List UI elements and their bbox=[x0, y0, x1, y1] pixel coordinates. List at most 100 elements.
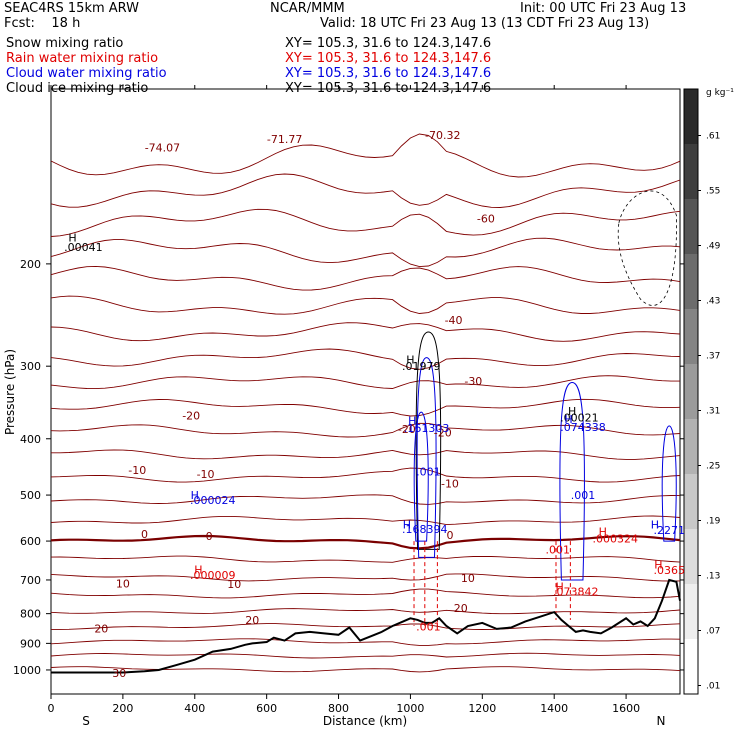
maximum-label: .001 bbox=[546, 543, 571, 556]
maximum-label: .168394 bbox=[402, 523, 448, 536]
contour-label: 20 bbox=[245, 614, 259, 627]
contour-label: -10 bbox=[197, 468, 215, 481]
colorbar-swatch bbox=[684, 254, 698, 309]
x-tick-label: 1000 bbox=[396, 702, 424, 715]
contour-label: 0 bbox=[141, 528, 148, 541]
maximum-label: H bbox=[564, 413, 572, 426]
maximum-label: .000024 bbox=[190, 494, 236, 507]
x-tick-label: 0 bbox=[48, 702, 55, 715]
contour-label: -40 bbox=[445, 314, 463, 327]
y-tick-label: 800 bbox=[20, 608, 41, 621]
maximum-label: H bbox=[651, 519, 659, 532]
field-cloudwater-xy: XY= 105.3, 31.6 to 124.3,147.6 bbox=[285, 66, 492, 81]
maximum-label: H bbox=[408, 414, 416, 427]
colorbar-swatch bbox=[684, 584, 698, 639]
contour-label: -10 bbox=[441, 478, 459, 491]
isotherm-contour bbox=[51, 449, 681, 460]
x-tick-label: 1200 bbox=[468, 702, 496, 715]
contour-label: -20 bbox=[182, 410, 200, 423]
isotherm-contour bbox=[50, 494, 681, 505]
isotherm-contour bbox=[50, 588, 681, 599]
field-snow-xy: XY= 105.3, 31.6 to 124.3,147.6 bbox=[285, 36, 492, 51]
contour-label: -74.07 bbox=[145, 141, 180, 154]
maximum-label: .2271 bbox=[653, 524, 685, 537]
isotherm-contour bbox=[50, 133, 681, 178]
colorbar-swatch bbox=[684, 89, 698, 144]
y-axis-label: Pressure (hPa) bbox=[3, 349, 17, 435]
maximum-label: .001 bbox=[571, 489, 596, 502]
south-label: S bbox=[82, 714, 90, 728]
maximum-label: H bbox=[406, 353, 414, 366]
colorbar-swatch bbox=[684, 474, 698, 529]
maximum-label: H bbox=[68, 231, 76, 244]
isotherm-contour bbox=[50, 638, 681, 646]
y-tick-label: 700 bbox=[20, 574, 41, 587]
snow-outline bbox=[617, 190, 677, 306]
colorbar-label: .37 bbox=[706, 352, 720, 362]
cloud-water-outline bbox=[661, 425, 677, 542]
cloud-water-outline bbox=[413, 411, 429, 542]
colorbar-label: .01 bbox=[706, 682, 720, 692]
isotherm-contour bbox=[50, 295, 681, 315]
maximum-label: .073842 bbox=[553, 586, 599, 599]
contour-label: -60 bbox=[477, 212, 495, 225]
forecast-hour: Fcst: 18 h bbox=[4, 16, 81, 31]
maximum-label: .01979 bbox=[402, 360, 441, 373]
isotherm-contour bbox=[50, 398, 681, 417]
contour-label: -20 bbox=[434, 426, 452, 439]
contour-label: -71.77 bbox=[267, 133, 302, 146]
field-snow-name: Snow mixing ratio bbox=[6, 36, 124, 51]
maximum-label: .001 bbox=[416, 620, 441, 633]
maximum-label: .00021 bbox=[560, 412, 599, 425]
x-tick-label: 1600 bbox=[612, 702, 640, 715]
field-rain-xy: XY= 105.3, 31.6 to 124.3,147.6 bbox=[285, 51, 492, 66]
field-rain-name: Rain water mixing ratio bbox=[6, 51, 159, 66]
isotherm-contour bbox=[50, 422, 681, 438]
maximum-label: H bbox=[599, 526, 607, 539]
freezing-level-contour bbox=[50, 534, 681, 550]
maximum-label: .074338 bbox=[560, 421, 606, 434]
y-tick-label: 200 bbox=[20, 258, 41, 271]
maximum-label: H bbox=[568, 405, 576, 418]
y-tick-label: 1000 bbox=[13, 664, 41, 677]
maximum-label: .001 bbox=[416, 465, 441, 478]
isotherm-contour bbox=[50, 237, 681, 268]
maximum-label: H bbox=[654, 558, 662, 571]
maximum-label: H bbox=[403, 519, 411, 532]
y-tick-label: 400 bbox=[20, 433, 41, 446]
org-label: NCAR/MMM bbox=[270, 1, 345, 16]
contour-label: 0 bbox=[446, 529, 453, 542]
colorbar-swatch bbox=[684, 419, 698, 474]
isotherm-contour bbox=[50, 515, 681, 526]
colorbar-label: .13 bbox=[706, 572, 720, 582]
valid-time: Valid: 18 UTC Fri 23 Aug 13 (13 CDT Fri … bbox=[320, 16, 650, 31]
contour-label: 10 bbox=[227, 578, 241, 591]
plot-frame bbox=[50, 88, 681, 695]
contour-label: 10 bbox=[116, 578, 130, 591]
colorbar-label: .31 bbox=[706, 407, 720, 417]
x-tick-label: 200 bbox=[112, 702, 133, 715]
maximum-label: .0365 bbox=[653, 564, 685, 577]
x-axis-label: Distance (km) bbox=[323, 714, 407, 728]
contour-label: -10 bbox=[128, 464, 146, 477]
colorbar-label: .61 bbox=[706, 132, 720, 142]
colorbar-swatch bbox=[684, 144, 698, 199]
x-tick-label: 1400 bbox=[540, 702, 568, 715]
y-tick-label: 600 bbox=[20, 535, 41, 548]
colorbar-label: .43 bbox=[706, 297, 720, 307]
contour-label: -70.32 bbox=[425, 129, 460, 142]
isotherm-contour bbox=[51, 623, 681, 630]
terrain-line bbox=[51, 578, 681, 674]
model-title: SEAC4RS 15km ARW bbox=[4, 1, 140, 16]
field-cloudwater-name: Cloud water mixing ratio bbox=[6, 66, 167, 81]
colorbar-swatch bbox=[684, 309, 698, 364]
colorbar-label: .49 bbox=[706, 242, 721, 252]
isotherm-contour bbox=[50, 608, 681, 615]
contour-label: 20 bbox=[454, 602, 468, 615]
isotherm-contour bbox=[50, 467, 681, 483]
contour-label: 20 bbox=[94, 622, 108, 635]
maximum-label: H bbox=[191, 489, 199, 502]
cloud-water-outline bbox=[559, 381, 585, 581]
colorbar-unit-label: g kg⁻¹ bbox=[706, 88, 734, 98]
